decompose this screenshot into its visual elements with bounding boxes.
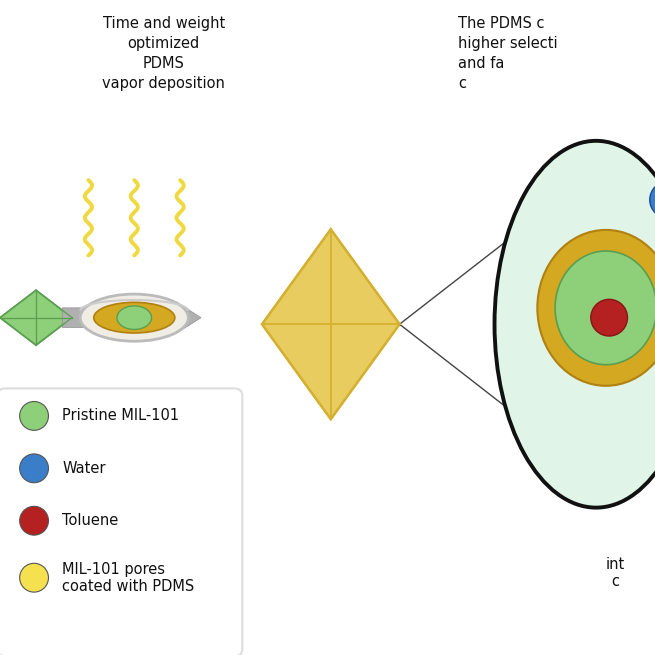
Circle shape xyxy=(20,454,48,483)
Polygon shape xyxy=(0,290,72,345)
Circle shape xyxy=(591,299,627,336)
Ellipse shape xyxy=(94,303,175,333)
Ellipse shape xyxy=(555,251,655,365)
Circle shape xyxy=(650,181,655,218)
Ellipse shape xyxy=(495,141,655,508)
Text: Pristine MIL-101: Pristine MIL-101 xyxy=(62,409,179,423)
Circle shape xyxy=(20,563,48,592)
Ellipse shape xyxy=(80,294,189,341)
FancyBboxPatch shape xyxy=(0,388,242,655)
Ellipse shape xyxy=(117,306,151,329)
Text: MIL-101 pores
coated with PDMS: MIL-101 pores coated with PDMS xyxy=(62,561,195,594)
Text: Toluene: Toluene xyxy=(62,514,119,528)
FancyArrow shape xyxy=(62,302,201,333)
Polygon shape xyxy=(262,229,400,419)
Ellipse shape xyxy=(537,230,655,386)
Text: int
c: int c xyxy=(606,557,626,589)
Text: The PDMS c
higher selecti
and fa
c: The PDMS c higher selecti and fa c xyxy=(458,16,558,91)
Circle shape xyxy=(20,402,48,430)
Circle shape xyxy=(20,506,48,535)
Text: Time and weight
optimized
PDMS
vapor deposition: Time and weight optimized PDMS vapor dep… xyxy=(102,16,225,91)
Text: Water: Water xyxy=(62,461,105,476)
